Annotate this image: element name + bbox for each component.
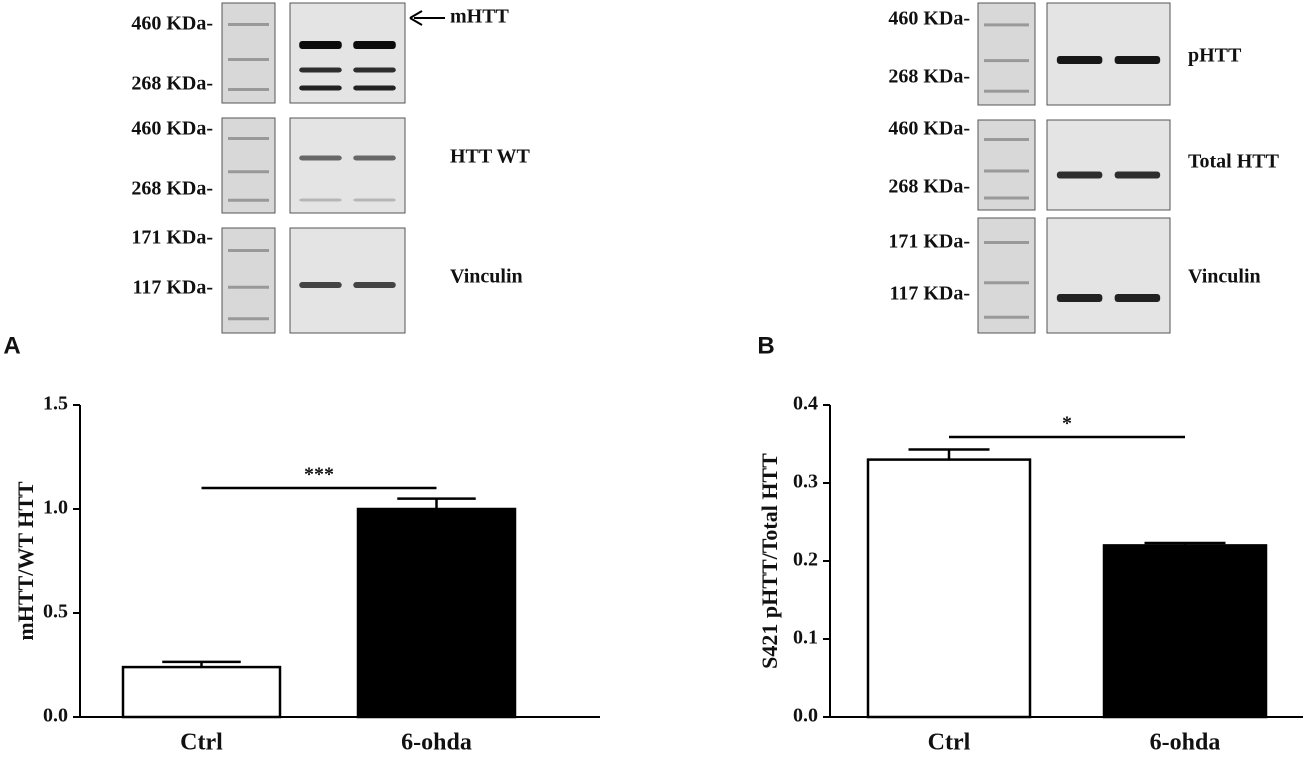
band: [1056, 56, 1103, 64]
band: [1114, 171, 1161, 179]
band: [299, 198, 342, 202]
y-tick-label: 0.1: [793, 627, 818, 649]
ladder-band: [228, 137, 269, 140]
protein-label: Total HTT: [1188, 151, 1280, 173]
arrow-head: [409, 10, 423, 26]
ladder-band: [228, 249, 269, 252]
x-tick-label: Ctrl: [180, 730, 223, 756]
y-axis-label: mHTT/WT HTT: [13, 481, 38, 640]
band: [353, 155, 396, 161]
panel-letter: A: [3, 332, 20, 359]
marker-label: 460 KDa-: [888, 118, 970, 140]
ladder-lane: [221, 227, 276, 334]
ladder-band: [984, 59, 1029, 63]
ladder-band: [984, 23, 1029, 27]
ladder-band: [228, 198, 269, 202]
marker-label: 117 KDa-: [889, 283, 970, 305]
band: [1114, 294, 1161, 302]
ladder-lane: [221, 117, 276, 214]
ladder-band: [984, 89, 1029, 93]
ladder-lane: [221, 2, 276, 104]
marker-label: 268 KDa-: [131, 73, 213, 95]
marker-label: 460 KDa-: [888, 8, 970, 30]
y-axis-label: S421 pHTT/Total HTT: [757, 453, 782, 669]
bar: [1102, 544, 1268, 719]
marker-label: 268 KDa-: [888, 66, 970, 88]
protein-label: HTT WT: [450, 146, 531, 168]
ladder-band: [228, 317, 269, 321]
band: [1056, 294, 1103, 302]
y-tick-label: 0.0: [43, 705, 68, 727]
ladder-band: [984, 241, 1029, 244]
ladder-band: [228, 58, 269, 61]
ladder-band: [228, 88, 269, 91]
ladder-band: [228, 23, 269, 26]
ladder-lane: [977, 119, 1036, 211]
band: [299, 67, 342, 73]
band: [299, 155, 342, 161]
marker-label: 171 KDa-: [131, 227, 213, 249]
band: [299, 85, 342, 91]
y-tick-label: 0.3: [793, 471, 818, 493]
protein-label: pHTT: [1188, 45, 1242, 67]
band: [1114, 56, 1161, 64]
marker-label: 171 KDa-: [888, 231, 970, 253]
blot: [1046, 217, 1171, 334]
band: [1056, 171, 1103, 179]
significance-label: ***: [304, 464, 334, 486]
x-tick-label: Ctrl: [928, 730, 971, 756]
protein-label: Vinculin: [1188, 266, 1261, 288]
band: [353, 282, 396, 288]
ladder-lane: [977, 2, 1036, 106]
bar: [121, 665, 282, 719]
bar: [866, 458, 1032, 719]
blot: [1046, 2, 1171, 106]
marker-label: 117 KDa-: [132, 277, 213, 299]
protein-label: Vinculin: [450, 266, 523, 288]
significance-label: *: [1062, 413, 1072, 435]
panel-letter: B: [757, 332, 774, 359]
ladder-band: [984, 169, 1029, 173]
blot: [1046, 119, 1171, 211]
marker-label: 268 KDa-: [131, 178, 213, 200]
ladder-band: [984, 315, 1029, 319]
band: [353, 41, 396, 49]
band: [353, 67, 396, 73]
protein-label: mHTT: [450, 6, 510, 28]
band: [299, 41, 342, 49]
bar: [356, 507, 517, 719]
blot: [289, 227, 406, 334]
y-tick-label: 0.5: [43, 601, 68, 623]
x-tick-label: 6-ohda: [1150, 730, 1221, 756]
y-tick-label: 0.0: [793, 705, 818, 727]
ladder-band: [984, 138, 1029, 141]
blot: [289, 117, 406, 214]
ladder-lane: [977, 217, 1036, 334]
y-tick-label: 0.4: [793, 393, 818, 415]
marker-label: 460 KDa-: [131, 13, 213, 35]
band: [353, 85, 396, 91]
band: [299, 282, 342, 288]
band: [353, 198, 396, 202]
x-tick-label: 6-ohda: [401, 730, 472, 756]
ladder-band: [984, 196, 1029, 200]
marker-label: 268 KDa-: [888, 176, 970, 198]
y-tick-label: 0.2: [793, 549, 818, 571]
ladder-band: [228, 285, 269, 289]
marker-label: 460 KDa-: [131, 118, 213, 140]
ladder-band: [228, 170, 269, 174]
y-tick-label: 1.5: [43, 393, 68, 415]
ladder-band: [984, 281, 1029, 285]
y-tick-label: 1.0: [43, 497, 68, 519]
